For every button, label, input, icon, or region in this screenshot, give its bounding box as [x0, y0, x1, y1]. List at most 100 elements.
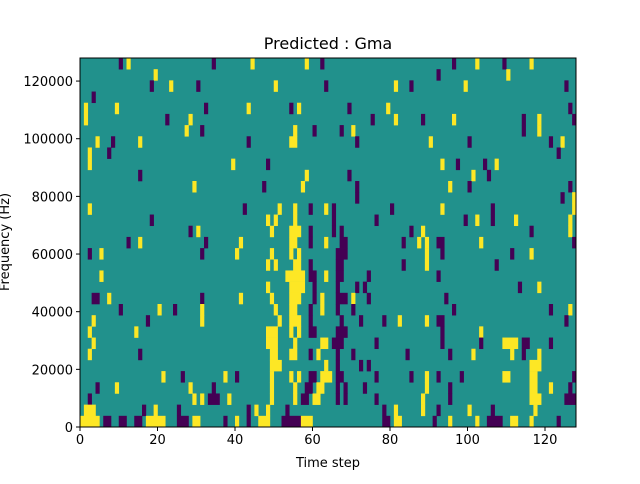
heatmap-cell-class-2 [537, 113, 542, 126]
heatmap-cell-class-0 [490, 203, 495, 215]
plot-area [79, 57, 577, 428]
heatmap-cell-class-2 [87, 158, 92, 171]
heatmap-cell-class-2 [269, 225, 275, 238]
heatmap-cell-class-2 [351, 292, 356, 305]
heatmap-cell-class-2 [351, 125, 356, 137]
heatmap-cell-class-0 [347, 169, 352, 182]
heatmap-cell-class-2 [289, 225, 298, 238]
heatmap-cell-class-0 [486, 415, 503, 428]
heatmap-cell-class-0 [568, 382, 573, 394]
chart-title: Predicted : Gma [264, 34, 392, 53]
heatmap-cell-class-0 [173, 304, 178, 316]
heatmap-cell-class-0 [339, 125, 344, 137]
heatmap-cell-class-0 [390, 203, 395, 215]
heatmap-cell-class-0 [335, 348, 340, 361]
heatmap-cell-class-2 [537, 348, 542, 361]
heatmap-cell-class-2 [324, 203, 329, 215]
heatmap-cell-class-2 [393, 415, 402, 428]
heatmap-cell-class-2 [293, 382, 298, 394]
heatmap-cell-class-0 [494, 259, 499, 271]
heatmap-cell-class-0 [308, 326, 317, 338]
heatmap-cell-class-2 [320, 337, 329, 350]
heatmap-cell-class-0 [111, 136, 116, 148]
heatmap-cell-class-2 [200, 315, 205, 327]
heatmap-cell-class-0 [246, 136, 251, 148]
heatmap-cell-class-2 [324, 270, 329, 282]
heatmap-cell-class-0 [289, 102, 294, 115]
heatmap-cell-class-2 [386, 102, 391, 115]
heatmap-cell-class-0 [521, 125, 526, 137]
heatmap-cell-class-2 [196, 225, 201, 238]
heatmap-cell-class-0 [479, 337, 484, 350]
heatmap-cell-class-2 [529, 393, 542, 405]
x-tick-label: 0 [76, 433, 84, 448]
heatmap-cell-class-2 [393, 80, 399, 92]
heatmap-cell-class-0 [436, 371, 441, 383]
heatmap-cell-class-2 [91, 337, 96, 350]
heatmap-cell-class-0 [564, 393, 577, 405]
heatmap-cell-class-0 [374, 393, 379, 405]
heatmap-cell-class-2 [87, 147, 92, 159]
heatmap-cell-class-0 [440, 326, 445, 338]
heatmap-cell-class-2 [297, 326, 302, 338]
heatmap-cell-class-0 [142, 404, 147, 417]
heatmap-cell-class-2 [83, 404, 96, 417]
heatmap-cell-class-2 [87, 326, 92, 338]
heatmap-cell-class-0 [308, 304, 313, 316]
heatmap-cell-class-0 [560, 192, 565, 204]
heatmap-cell-class-2 [297, 102, 302, 115]
heatmap-cell-class-0 [568, 181, 573, 193]
heatmap-cell-class-0 [490, 404, 495, 417]
heatmap-cell-class-0 [483, 158, 488, 171]
heatmap-cell-class-2 [421, 225, 426, 238]
heatmap-cell-class-2 [529, 58, 534, 70]
heatmap-cell-class-0 [436, 404, 441, 417]
heatmap-cell-class-2 [235, 415, 240, 428]
heatmap-cell-class-0 [529, 225, 534, 238]
heatmap-cell-class-0 [266, 158, 271, 171]
y-tick-label: 80000 [32, 190, 73, 205]
heatmap-cell-class-0 [262, 181, 267, 193]
heatmap-cell-class-0 [134, 415, 143, 428]
heatmap-cell-class-2 [289, 292, 302, 305]
heatmap-cell-class-0 [87, 393, 92, 405]
heatmap-cell-class-0 [436, 236, 445, 249]
heatmap-cell-class-2 [529, 382, 538, 394]
heatmap-cell-class-0 [103, 415, 112, 428]
heatmap-cell-class-2 [289, 281, 306, 294]
heatmap-cell-class-2 [421, 393, 426, 405]
heatmap-cell-class-0 [548, 136, 554, 148]
heatmap-cell-class-2 [188, 113, 193, 126]
heatmap-cell-class-0 [572, 113, 577, 126]
heatmap-cell-class-2 [293, 214, 298, 227]
heatmap-cell-class-2 [200, 393, 205, 405]
heatmap-cell-class-2 [80, 415, 100, 428]
heatmap-cell-class-0 [572, 236, 577, 249]
heatmap-cell-class-0 [556, 147, 561, 159]
heatmap-cell-class-2 [393, 404, 399, 417]
heatmap-cell-class-0 [548, 337, 554, 350]
y-tick-label: 100000 [23, 133, 73, 148]
heatmap-cell-class-2 [273, 304, 278, 316]
heatmap-cell-class-2 [529, 415, 534, 428]
heatmap-cell-class-0 [331, 214, 337, 227]
heatmap-cell-class-2 [293, 259, 302, 271]
heatmap-cell-class-2 [479, 236, 484, 249]
heatmap-cell-class-0 [312, 281, 317, 294]
heatmap-cell-class-0 [312, 125, 317, 137]
heatmap-cell-class-2 [223, 371, 228, 383]
heatmap-cell-class-0 [300, 393, 309, 405]
heatmap-cell-class-2 [266, 259, 271, 271]
y-tick-label: 40000 [32, 306, 73, 321]
heatmap-cell-class-2 [320, 371, 333, 383]
heatmap-cell-class-0 [351, 348, 356, 361]
heatmap-cell-class-2 [440, 158, 445, 171]
heatmap-cell-class-2 [293, 203, 298, 215]
heatmap-cell-class-0 [382, 415, 391, 428]
heatmap-cell-class-0 [409, 225, 414, 238]
heatmap-cell-class-2 [192, 415, 201, 428]
heatmap-cell-class-2 [548, 382, 554, 394]
heatmap-cell-class-2 [463, 80, 468, 92]
heatmap-cell-class-2 [273, 259, 278, 271]
heatmap-cell-class-0 [436, 270, 441, 282]
